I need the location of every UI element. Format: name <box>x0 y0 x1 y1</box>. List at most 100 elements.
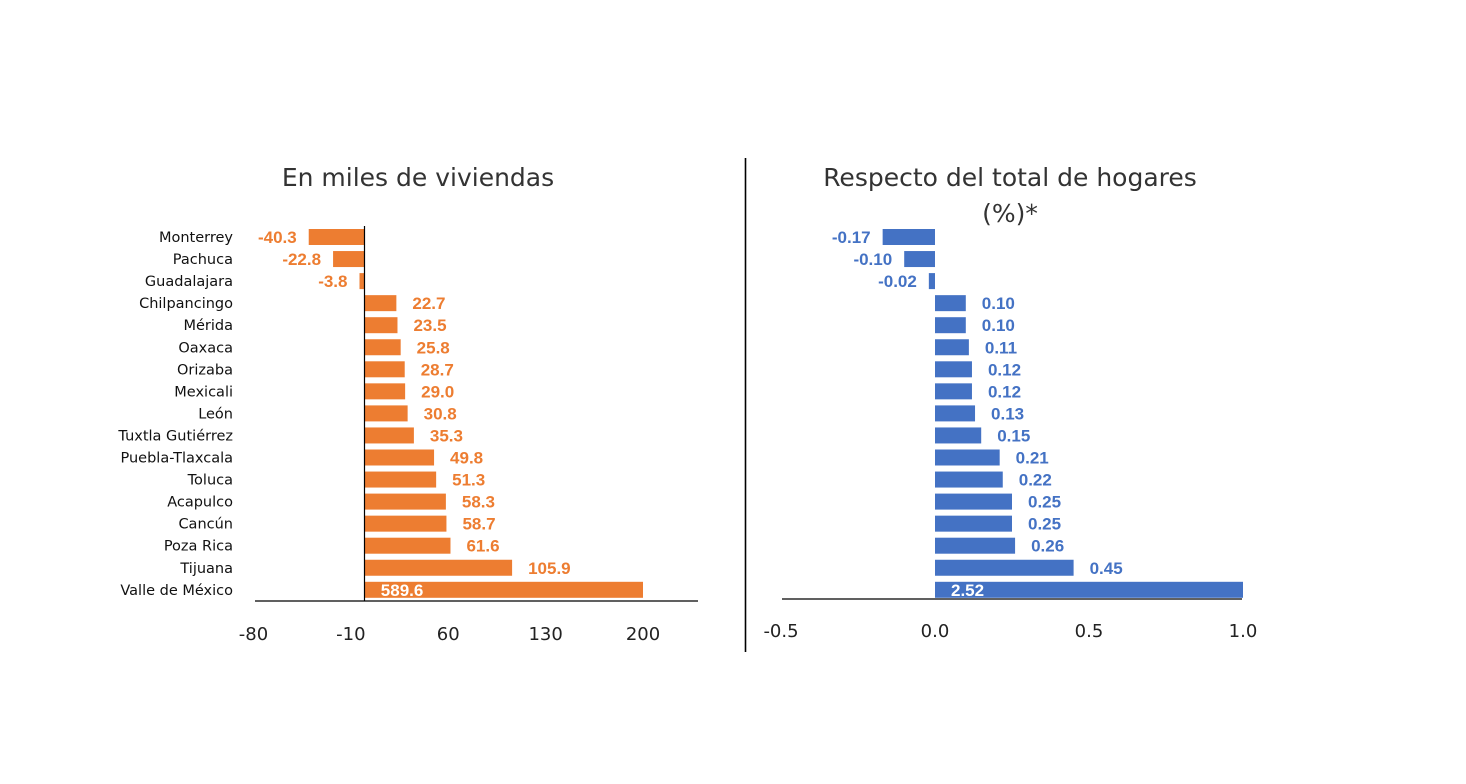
bar-valle-de-mexico <box>364 581 643 598</box>
category-label-puebla-tlaxcala: Puebla-Tlaxcala <box>121 451 234 467</box>
x-tick-label: 1.0 <box>1229 621 1258 642</box>
x-tick-label: 0.5 <box>1075 621 1104 642</box>
bar-merida <box>364 317 398 334</box>
bars-right <box>882 229 1243 598</box>
category-label-monterrey: Monterrey <box>159 230 233 246</box>
bar-orizaba <box>364 361 405 378</box>
value-label-tijuana: 0.45 <box>1090 559 1123 578</box>
x-tick-label: -80 <box>239 624 268 645</box>
value-label-chilpancingo: 0.10 <box>982 294 1015 313</box>
bar-leon <box>364 405 408 422</box>
value-label-leon: 30.8 <box>424 404 457 423</box>
category-label-pachuca: Pachuca <box>173 252 233 268</box>
value-label-orizaba: 0.12 <box>988 360 1021 379</box>
category-label-oaxaca: Oaxaca <box>178 340 233 356</box>
value-label-poza-rica: 0.26 <box>1031 537 1064 556</box>
bar-mexicali <box>935 383 972 400</box>
x-tick-label: 130 <box>528 624 562 645</box>
bar-guadalajara <box>359 273 365 290</box>
value-label-tijuana: 105.9 <box>528 559 571 578</box>
category-label-orizaba: Orizaba <box>177 362 233 378</box>
bar-poza-rica <box>364 537 451 554</box>
x-tick-label: 60 <box>437 624 460 645</box>
value-label-monterrey: -40.3 <box>258 228 297 247</box>
value-label-tuxtla-gutierrez: 35.3 <box>430 426 463 445</box>
bars-left <box>308 229 643 598</box>
bar-pachuca <box>904 251 935 268</box>
value-label-cancun: 0.25 <box>1028 515 1061 534</box>
value-label-oaxaca: 25.8 <box>417 338 450 357</box>
tick-labels-left: -80 -10 60 130 200 <box>239 624 660 645</box>
bar-leon <box>935 405 976 422</box>
bar-chilpancingo <box>364 295 397 312</box>
category-label-cancun: Cancún <box>178 517 233 533</box>
value-label-tuxtla-gutierrez: 0.15 <box>997 426 1030 445</box>
value-label-merida: 0.10 <box>982 316 1015 335</box>
category-label-valle-de-mexico: Valle de México <box>120 583 233 599</box>
chart-left-viviendas: En miles de viviendas Monterrey Pachuca Gu… <box>117 163 698 645</box>
bar-acapulco <box>935 493 1012 510</box>
category-label-acapulco: Acapulco <box>167 495 233 511</box>
value-label-poza-rica: 61.6 <box>466 537 499 556</box>
value-label-valle-de-mexico: 2.52 <box>951 581 984 600</box>
x-tick-label: -10 <box>336 624 365 645</box>
value-label-merida: 23.5 <box>413 316 446 335</box>
bar-chilpancingo <box>935 295 966 312</box>
bar-valle-de-mexico <box>935 581 1243 598</box>
bar-monterrey <box>882 229 935 245</box>
bar-toluca <box>364 471 437 488</box>
value-label-puebla-tlaxcala: 49.8 <box>450 449 483 468</box>
bar-tijuana <box>935 559 1074 576</box>
category-label-chilpancingo: Chilpancingo <box>139 296 233 312</box>
bar-tuxtla-gutierrez <box>364 427 414 444</box>
x-tick-label: 0.0 <box>921 621 950 642</box>
value-label-mexicali: 0.12 <box>988 382 1021 401</box>
value-label-orizaba: 28.7 <box>421 360 454 379</box>
value-label-valle-de-mexico: 589.6 <box>381 581 424 600</box>
chart-right-hogares: Respecto del total de hogares (%)* -0.17… <box>763 163 1257 642</box>
bar-tuxtla-gutierrez <box>935 427 982 444</box>
chart-title-left: En miles de viviendas <box>282 163 554 192</box>
value-label-oaxaca: 0.11 <box>985 338 1017 357</box>
category-label-merida: Mérida <box>183 318 233 334</box>
category-label-guadalajara: Guadalajara <box>145 274 233 290</box>
chart-subtitle-right: (%)* <box>982 199 1038 228</box>
tick-labels-right: -0.5 0.0 0.5 1.0 <box>763 621 1257 642</box>
bar-puebla-tlaxcala <box>935 449 1000 466</box>
value-label-acapulco: 0.25 <box>1028 493 1061 512</box>
bar-orizaba <box>935 361 972 378</box>
category-label-tuxtla-gutierrez: Tuxtla Gutiérrez <box>117 428 233 444</box>
category-label-poza-rica: Poza Rica <box>164 539 233 555</box>
bar-puebla-tlaxcala <box>364 449 435 466</box>
x-tick-label: -0.5 <box>763 621 798 642</box>
value-label-cancun: 58.7 <box>462 515 495 534</box>
x-tick-label: 200 <box>626 624 660 645</box>
bar-toluca <box>935 471 1003 488</box>
value-label-pachuca: -0.10 <box>853 250 892 269</box>
value-label-guadalajara: -0.02 <box>878 272 917 291</box>
value-label-mexicali: 29.0 <box>421 382 454 401</box>
value-label-pachuca: -22.8 <box>282 250 321 269</box>
bar-monterrey <box>308 229 365 245</box>
category-label-leon: León <box>198 406 233 422</box>
bar-acapulco <box>364 493 446 510</box>
category-labels-left: Monterrey Pachuca Guadalajara Chilpancingo M… <box>117 230 233 599</box>
category-label-tijuana: Tijuana <box>179 561 233 577</box>
category-label-mexicali: Mexicali <box>174 384 233 400</box>
value-label-leon: 0.13 <box>991 404 1024 423</box>
value-label-acapulco: 58.3 <box>462 493 495 512</box>
value-label-toluca: 51.3 <box>452 471 485 490</box>
bar-cancun <box>364 515 447 532</box>
bar-oaxaca <box>935 339 969 356</box>
value-labels-right: -0.17 -0.10 -0.02 0.10 0.10 0.11 0.12 0.12 0.13 0… <box>832 228 1123 600</box>
value-label-puebla-tlaxcala: 0.21 <box>1016 449 1049 468</box>
chart-title-right: Respecto del total de hogares <box>823 163 1197 192</box>
value-label-guadalajara: -3.8 <box>318 272 347 291</box>
bar-guadalajara <box>928 273 935 290</box>
category-label-toluca: Toluca <box>187 473 233 489</box>
bar-oaxaca <box>364 339 401 356</box>
bar-poza-rica <box>935 537 1016 554</box>
bar-merida <box>935 317 966 334</box>
bar-pachuca <box>333 251 365 268</box>
